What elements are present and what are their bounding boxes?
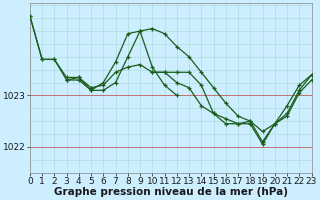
X-axis label: Graphe pression niveau de la mer (hPa): Graphe pression niveau de la mer (hPa) xyxy=(54,187,288,197)
